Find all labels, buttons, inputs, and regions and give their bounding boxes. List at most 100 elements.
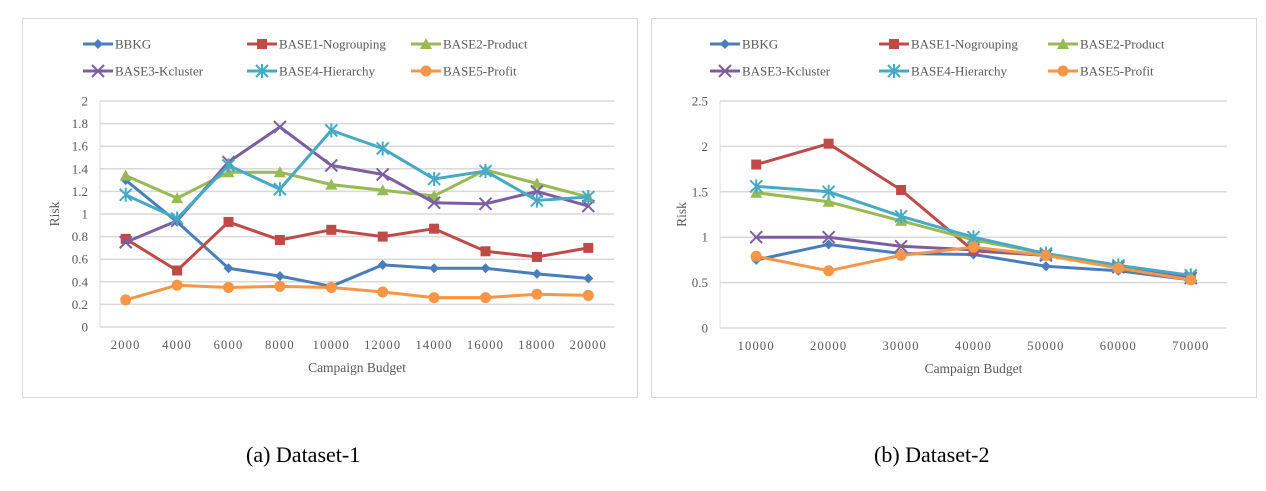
chart-panel-dataset-2: BBKG BASE1-Nogrouping BASE2-Product BASE3-K… xyxy=(651,18,1257,398)
data-point xyxy=(377,286,389,298)
series-line xyxy=(125,128,589,221)
chart-dataset-1: BBKG BASE1-Nogrouping BASE2-Product BASE3-K… xyxy=(47,37,614,375)
x-tick-label: 2000 xyxy=(111,338,141,352)
data-point xyxy=(1185,274,1197,286)
chart1-legend-item-base2-product: BASE2-Product xyxy=(411,37,528,52)
data-point xyxy=(274,280,286,292)
data-point xyxy=(428,189,441,201)
data-point xyxy=(221,158,236,173)
data-point xyxy=(274,234,285,245)
data-point xyxy=(273,166,286,178)
data-point xyxy=(429,223,440,234)
data-point xyxy=(750,250,762,262)
x-tick-label: 4000 xyxy=(162,338,192,352)
data-point xyxy=(118,187,133,202)
data-point xyxy=(530,193,544,208)
y-tick-label: 0.6 xyxy=(72,252,89,267)
chart2-legend-item-base5-profit: BASE5-Profit xyxy=(1048,64,1154,79)
data-point xyxy=(324,123,339,138)
x-tick-label: 40000 xyxy=(955,339,992,353)
y-tick-label: 1 xyxy=(702,230,709,245)
data-point xyxy=(583,242,594,253)
x-tick-label: 18000 xyxy=(518,338,555,352)
legend-label: BASE3-Kcluster xyxy=(115,64,204,79)
data-point xyxy=(822,195,835,207)
data-point xyxy=(375,141,390,156)
x-tick-label: 10000 xyxy=(313,338,350,352)
legend-marker-star-icon xyxy=(255,64,269,78)
data-point xyxy=(749,230,763,244)
data-point xyxy=(171,192,184,204)
data-point xyxy=(823,239,834,250)
x-tick-label: 12000 xyxy=(364,338,401,352)
x-tick-label: 16000 xyxy=(467,338,504,352)
chart2-legend-item-base3-kcluster: BASE3-Kcluster xyxy=(710,64,831,79)
chart2-series-base1-nogrouping xyxy=(751,138,1196,284)
chart1-legend-item-base4-hierarchy: BASE4-Hierarchy xyxy=(247,64,376,79)
x-tick-label: 8000 xyxy=(265,338,295,352)
caption-dataset-1: (a) Dataset-1 xyxy=(246,442,361,467)
legend-label: BASE1-Nogrouping xyxy=(911,37,1018,52)
data-point xyxy=(120,294,132,306)
data-point xyxy=(823,265,835,277)
data-point xyxy=(821,230,836,244)
legend-marker-triangle-icon xyxy=(1057,38,1069,49)
data-point xyxy=(480,292,491,304)
data-point xyxy=(427,171,441,186)
data-point xyxy=(531,251,542,262)
y-tick-label: 1.4 xyxy=(72,161,89,176)
data-point xyxy=(968,241,979,253)
legend-label: BBKG xyxy=(742,37,778,52)
data-point xyxy=(324,158,339,173)
data-point xyxy=(223,263,234,274)
y-axis-title: Risk xyxy=(674,202,689,227)
data-point xyxy=(478,164,493,179)
data-point xyxy=(120,233,131,244)
data-point xyxy=(480,263,491,274)
chart1-y-axis: 0 0.2 0.4 0.6 0.8 1 1.2 1.4 1.6 1.8 2 xyxy=(72,94,89,335)
y-tick-label: 0.5 xyxy=(692,275,708,290)
data-point xyxy=(583,273,594,284)
caption-dataset-2: (b) Dataset-2 xyxy=(874,442,990,467)
data-point xyxy=(428,292,440,304)
series-line xyxy=(125,283,589,302)
y-tick-label: 0 xyxy=(82,320,89,335)
legend-label: BASE4-Hierarchy xyxy=(911,64,1008,79)
series-line xyxy=(124,220,589,272)
legend-label: BASE2-Product xyxy=(443,37,528,52)
legend-marker-x-icon xyxy=(718,64,732,78)
data-point xyxy=(1040,249,1052,261)
data-point xyxy=(1040,261,1051,272)
x-tick-label: 10000 xyxy=(738,339,775,353)
data-point xyxy=(531,288,543,300)
data-point xyxy=(480,246,491,257)
chart1-legend-item-bbkg: BBKG xyxy=(83,37,151,52)
y-tick-label: 0.4 xyxy=(72,274,89,289)
chart2-legend-item-base1-nogrouping: BASE1-Nogrouping xyxy=(879,37,1018,52)
chart2-legend-item-base2-product: BASE2-Product xyxy=(1048,37,1165,52)
y-tick-label: 1 xyxy=(82,207,89,222)
legend-marker-square-icon xyxy=(257,39,267,49)
chart2-legend-item-base4-hierarchy: BASE4-Hierarchy xyxy=(879,64,1008,79)
data-point xyxy=(894,209,908,224)
data-point xyxy=(171,279,183,291)
chart1-legend-item-base1-nogrouping: BASE1-Nogrouping xyxy=(247,37,386,52)
chart2-series-base4-hierarchy xyxy=(749,179,1198,283)
y-tick-label: 0 xyxy=(702,321,709,336)
chart2-gridlines xyxy=(719,100,1227,329)
x-tick-label: 30000 xyxy=(882,339,919,353)
y-tick-label: 2.5 xyxy=(692,94,708,109)
legend-marker-circle-icon xyxy=(420,65,432,77)
chart2-x-axis: 10000 20000 30000 40000 50000 60000 70000 xyxy=(738,339,1209,353)
data-point xyxy=(223,216,234,227)
legend-marker-triangle-icon xyxy=(420,38,432,49)
x-tick-label: 14000 xyxy=(415,338,452,352)
legend-marker-diamond-icon xyxy=(93,39,103,49)
y-tick-label: 1.8 xyxy=(72,116,88,131)
chart1-gridlines xyxy=(99,100,614,328)
legend-marker-circle-icon xyxy=(1057,65,1069,77)
data-point xyxy=(375,167,390,182)
data-point xyxy=(376,184,389,196)
chart-dataset-2: BBKG BASE1-Nogrouping BASE2-Product BASE3-K… xyxy=(674,37,1227,376)
data-point xyxy=(582,289,594,301)
